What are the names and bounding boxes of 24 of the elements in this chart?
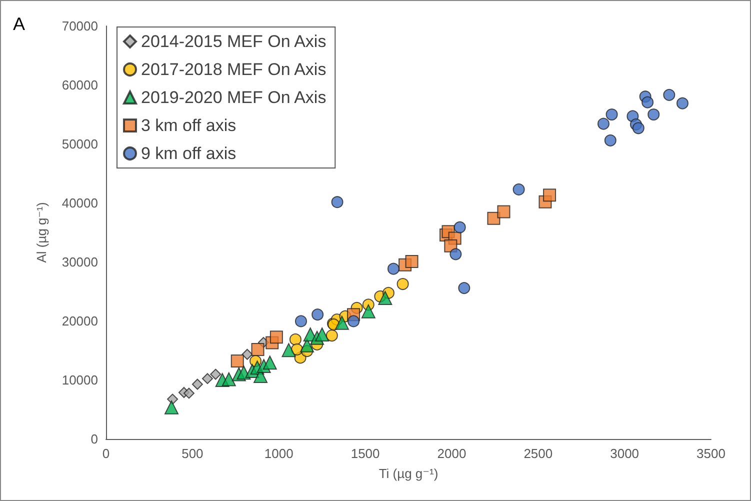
y-tick-label: 70000: [62, 18, 98, 34]
legend-label: 9 km off axis: [141, 144, 236, 163]
x-tick-label: 0: [102, 446, 110, 461]
legend-label: 2014-2015 MEF On Axis: [141, 32, 326, 51]
x-tick-label: 3500: [696, 446, 726, 461]
y-tick-label: 10000: [62, 372, 98, 388]
legend-label: 3 km off axis: [141, 116, 236, 135]
x-tick-label: 1500: [350, 446, 380, 461]
y-tick-label: 20000: [62, 314, 98, 328]
y-tick-label: 30000: [62, 254, 98, 270]
x-tick-label: 2500: [524, 446, 553, 461]
legend-label: 2017-2018 MEF On Axis: [141, 60, 326, 79]
y-tick-label: 40000: [62, 196, 98, 210]
legend-label: 2019-2020 MEF On Axis: [141, 88, 326, 107]
y-tick-label: 60000: [62, 78, 98, 92]
x-tick-label: 3000: [610, 446, 640, 461]
x-tick-label: 2000: [437, 446, 466, 461]
y-tick-label: 50000: [62, 136, 98, 152]
x-tick-label: 1000: [264, 446, 294, 461]
x-axis-title: Ti (µg g⁻¹): [378, 466, 438, 481]
y-tick-label: 0: [90, 432, 98, 446]
text: A: [13, 14, 26, 34]
y-axis-title: Al (µg g⁻¹): [34, 202, 49, 263]
x-tick-label: 500: [182, 446, 204, 461]
